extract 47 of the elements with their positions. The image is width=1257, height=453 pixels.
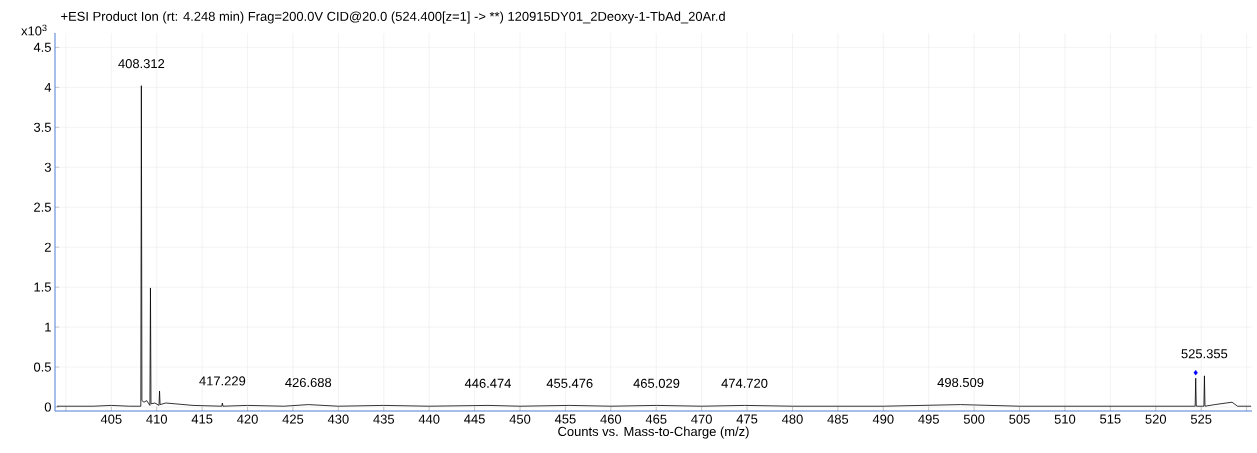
x-tick-label: 495 [918, 414, 939, 424]
x-tick-label: 515 [1100, 414, 1121, 424]
annotation: 446.474 [464, 378, 512, 388]
y-tick-label: 2 [44, 242, 51, 252]
annotation: 474.720 [721, 378, 768, 388]
x-tick-label: 525 [1190, 414, 1212, 424]
annotation: 498.509 [937, 377, 984, 388]
x-tick-label: 470 [691, 414, 712, 424]
chart-title: +ESI Product Ion (rt: 4.248 min) Frag=200.0V CID@20.0 (524.400[z=1] -> **) 120915DY01_2Deoxy-1-TbAd_20Ar.d [61, 11, 725, 24]
x-tick-label: 435 [373, 414, 395, 424]
x-tick-label: 500 [963, 414, 985, 424]
x-axis-title: Counts vs. Mass-to-Charge (m/z) [558, 426, 749, 439]
annotation: 417.229 [199, 376, 246, 386]
x-tick-label: 405 [100, 414, 122, 424]
x-tick-label: 465 [645, 414, 667, 424]
y-tick-label: 4 [44, 82, 52, 92]
x-tick-label: 415 [191, 414, 213, 424]
annotation: 426.688 [285, 377, 332, 388]
annotation: 408.312 [118, 59, 165, 69]
y-tick-label: 3 [44, 162, 51, 172]
x-tick-label: 505 [1009, 414, 1030, 424]
x-tick-label: 440 [418, 414, 440, 424]
annotation: 455.476 [546, 378, 593, 388]
x-tick-label: 420 [237, 414, 258, 424]
y-tick-label: 3.5 [33, 122, 51, 132]
annotation: 525.355 [1181, 349, 1228, 359]
x-tick-label: 485 [827, 414, 849, 424]
x-tick-label: 410 [146, 414, 168, 424]
x-tick-label: 475 [736, 414, 758, 424]
annotation: 465.029 [633, 378, 680, 388]
x-tick-label: 425 [282, 414, 304, 424]
y-tick-label: 0 [44, 402, 51, 412]
x-tick-label: 455 [554, 414, 576, 424]
x-tick-label: 480 [781, 414, 803, 424]
x-tick-label: 445 [464, 414, 485, 424]
y-axis-title: x10$^{3}$ [21, 24, 47, 36]
y-tick-label: 4.5 [33, 42, 51, 52]
x-tick-label: 450 [509, 414, 531, 424]
x-tick-label: 520 [1145, 414, 1167, 424]
x-tick-label: 460 [600, 414, 622, 424]
y-tick-label: 1 [45, 322, 51, 332]
x-tick-label: 430 [327, 414, 349, 424]
y-tick-label: 2.5 [34, 202, 51, 212]
y-tick-label: 1.5 [34, 282, 51, 292]
x-tick-label: 490 [872, 414, 894, 424]
x-tick-label: 510 [1054, 414, 1076, 424]
y-tick-label: 0.5 [33, 362, 51, 372]
